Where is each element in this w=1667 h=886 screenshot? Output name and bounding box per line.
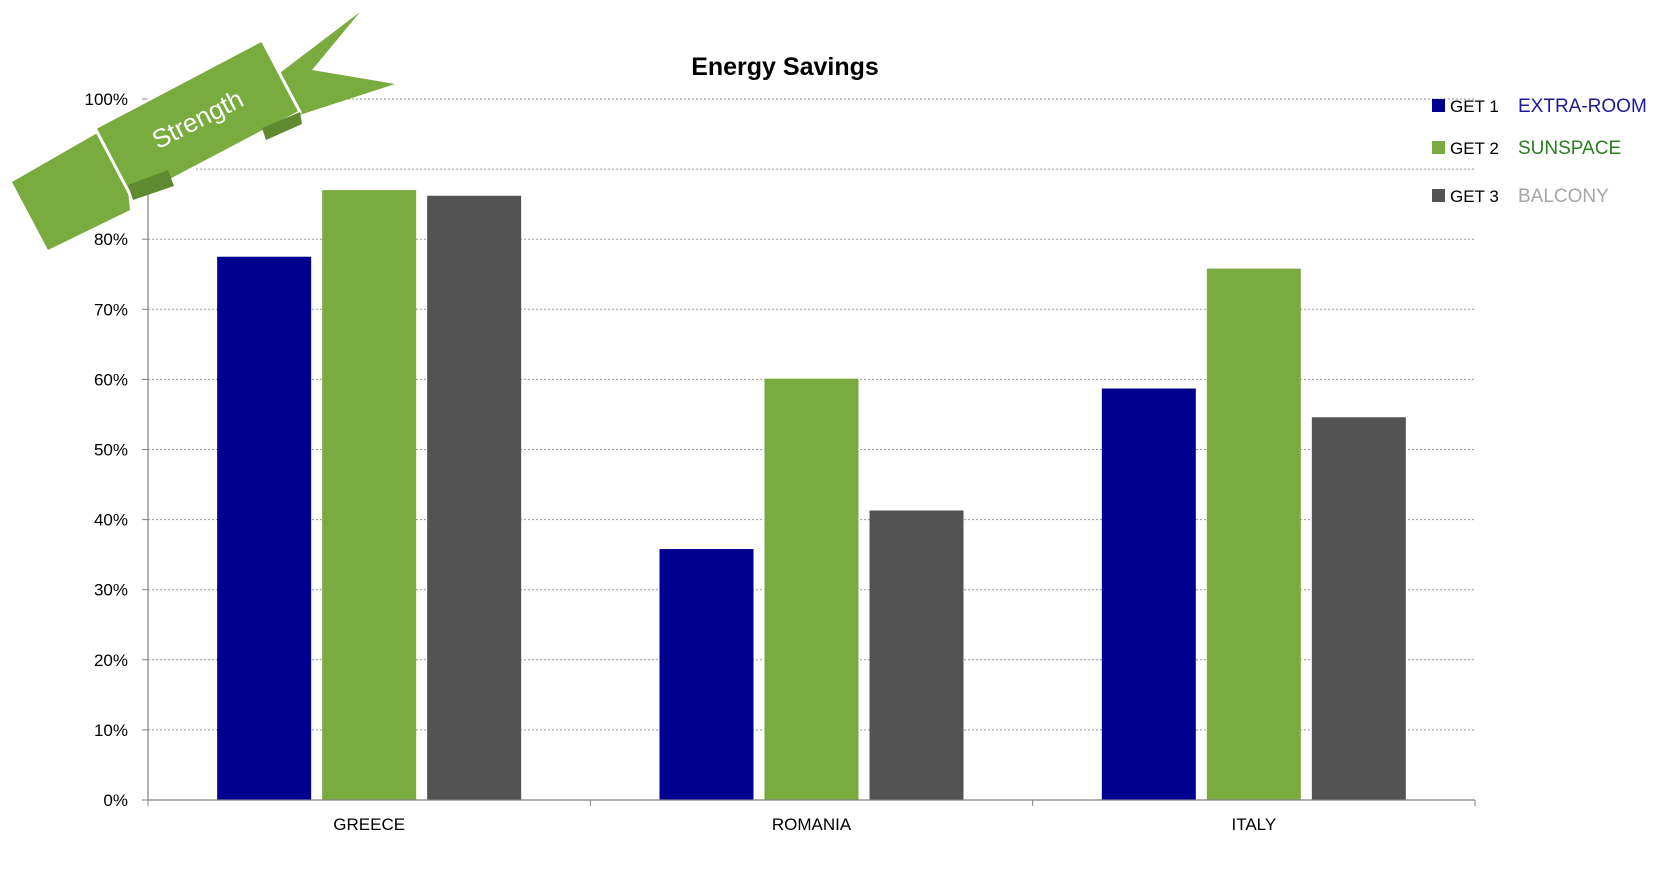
- bar-get-3-greece: [427, 195, 522, 800]
- y-tick-label: 50%: [94, 441, 128, 460]
- ribbon-right-tail: [268, 12, 395, 122]
- legend-series-name: GET 1: [1450, 97, 1499, 116]
- bars: [217, 190, 1406, 801]
- bar-get-2-romania: [764, 378, 859, 800]
- y-axis-ticks: 0%10%20%30%40%50%60%70%80%90%100%: [85, 90, 148, 810]
- y-tick-label: 60%: [94, 370, 128, 389]
- bar-get-1-romania: [659, 549, 754, 800]
- y-tick-label: 40%: [94, 511, 128, 530]
- x-category-label: ROMANIA: [772, 815, 852, 834]
- y-tick-label: 80%: [94, 230, 128, 249]
- legend-swatch: [1432, 189, 1445, 202]
- legend-series-name: GET 3: [1450, 187, 1499, 206]
- ribbon-left-tail: [12, 120, 130, 250]
- legend-series-name: GET 2: [1450, 139, 1499, 158]
- legend-swatch: [1432, 99, 1445, 112]
- y-tick-label: 10%: [94, 721, 128, 740]
- axes: [147, 99, 1476, 806]
- chart-title: Energy Savings: [691, 53, 879, 81]
- legend-series-label: BALCONY: [1518, 186, 1609, 207]
- y-tick-label: 100%: [85, 90, 128, 109]
- ribbon-fold-right: [262, 112, 302, 140]
- y-tick-label: 20%: [94, 651, 128, 670]
- legend-series-label: EXTRA-ROOM: [1518, 96, 1647, 117]
- bar-get-3-romania: [869, 510, 964, 800]
- legend-swatch: [1432, 141, 1445, 154]
- legend: GET 1 EXTRA-ROOM GET 2 SUNSPACE GET 3 BALCONY: [1432, 96, 1647, 207]
- y-tick-label: 0%: [103, 791, 128, 810]
- x-category-label: ITALY: [1231, 815, 1276, 834]
- bar-get-1-greece: [217, 256, 312, 801]
- y-tick-label: 30%: [94, 581, 128, 600]
- ribbon-fold-left: [128, 170, 174, 200]
- y-tick-label: 70%: [94, 300, 128, 319]
- legend-series-label: SUNSPACE: [1518, 138, 1621, 159]
- bar-get-3-italy: [1311, 417, 1406, 800]
- x-axis-categories: GREECE ROMANIA ITALY: [333, 815, 1276, 834]
- bar-get-2-greece: [322, 190, 417, 800]
- x-category-label: GREECE: [333, 815, 405, 834]
- bar-get-1-italy: [1101, 388, 1196, 800]
- bar-get-2-italy: [1206, 268, 1301, 801]
- strength-ribbon-banner: Strength: [12, 12, 395, 250]
